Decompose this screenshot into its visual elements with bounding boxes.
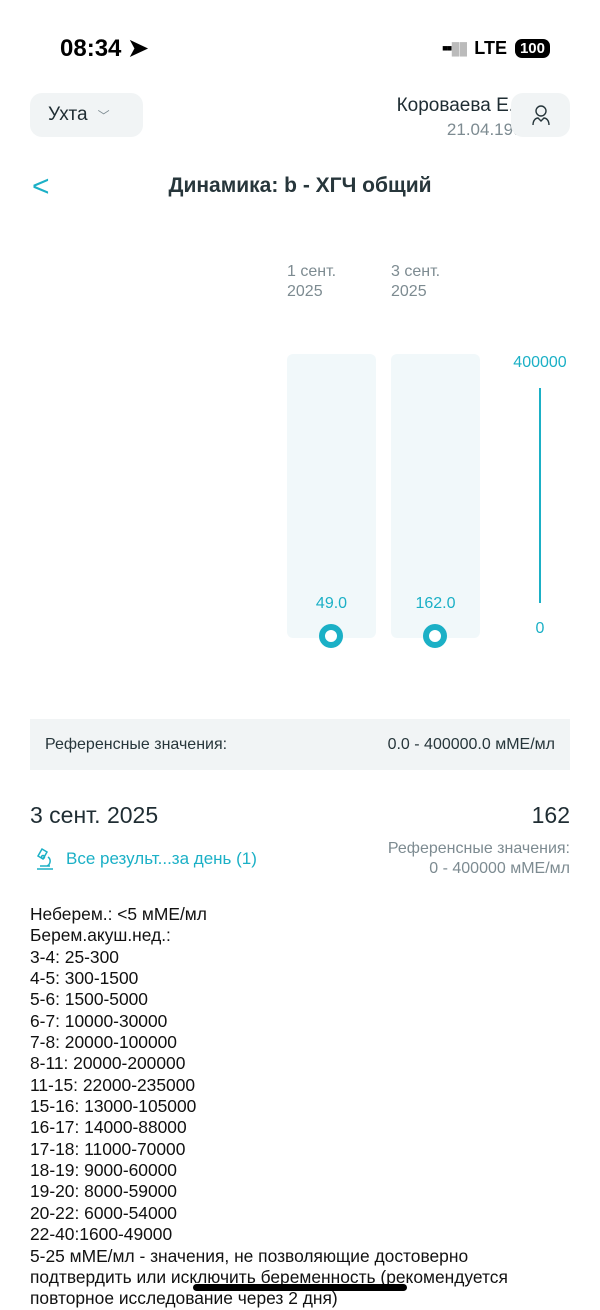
location-arrow-icon: ➤ bbox=[128, 35, 149, 62]
x-tick-label: 3 сент. 2025 bbox=[391, 263, 441, 300]
x-tick-label: 1 сент. 2025 bbox=[287, 263, 337, 300]
y-tick-label: 0 bbox=[535, 620, 545, 637]
microscope-icon bbox=[36, 847, 53, 870]
data-label: 162.0 bbox=[415, 595, 456, 612]
note-line: 3-4: 25-300 bbox=[30, 946, 119, 967]
page-title: Динамика: b - ХГЧ общий bbox=[168, 174, 432, 197]
user-info: Короваева Е.В. 21.04.1998 bbox=[396, 95, 532, 139]
user-icon bbox=[531, 105, 550, 126]
profile-button[interactable] bbox=[511, 93, 570, 137]
back-button[interactable]: < bbox=[32, 170, 50, 203]
note-line: 8-11: 20000-200000 bbox=[30, 1053, 186, 1074]
note-line: повторное исследование через 2 дня) bbox=[30, 1288, 338, 1309]
city-selector[interactable]: Ухта ﹀ bbox=[30, 93, 143, 137]
note-line: Неберем.: <5 мМЕ/мл bbox=[30, 904, 207, 924]
note-line: 5-6: 1500-5000 bbox=[30, 989, 148, 1010]
signal-icon: ▪▪▮▮ bbox=[441, 38, 469, 58]
chevron-down-icon: ﹀ bbox=[97, 108, 110, 123]
data-point[interactable] bbox=[423, 623, 447, 648]
chart-column[interactable] bbox=[287, 354, 376, 638]
y-axis-line bbox=[539, 388, 541, 603]
note-line: 15-16: 13000-105000 bbox=[30, 1096, 197, 1117]
note-line: 11-15: 22000-235000 bbox=[30, 1074, 196, 1095]
chart-column[interactable] bbox=[391, 354, 480, 638]
selected-value: 162 bbox=[531, 802, 570, 828]
note-line: 5-25 мМЕ/мл - значения, не позволяющие д… bbox=[30, 1245, 469, 1266]
note-line: 6-7: 10000-30000 bbox=[30, 1010, 168, 1031]
note-line: 16-17: 14000-88000 bbox=[30, 1117, 187, 1138]
reference-panel: Референсные значения: 0.0 - 400000.0 мМЕ/… bbox=[30, 719, 570, 770]
status-indicators: ▪▪▮▮ LTE 100 bbox=[442, 38, 550, 59]
reference-notes: Неберем.: <5 мМЕ/мл Берем.акуш.нед.: 3-4: … bbox=[30, 904, 508, 1310]
note-line: 4-5: 300-1500 bbox=[30, 968, 139, 989]
selected-reference: Референсные значения: 0 - 400000 мМЕ/мл bbox=[387, 840, 570, 877]
home-indicator[interactable] bbox=[193, 1284, 407, 1291]
note-line: 18-19: 9000-60000 bbox=[30, 1160, 177, 1181]
data-label: 49.0 bbox=[315, 595, 348, 612]
selected-date: 3 сент. 2025 bbox=[30, 802, 159, 828]
note-line: подтвердить или исключить беременность (… bbox=[30, 1266, 508, 1287]
note-line: 19-20: 8000-59000 bbox=[30, 1181, 177, 1202]
data-point[interactable] bbox=[319, 623, 343, 648]
network-type: LTE bbox=[474, 38, 507, 58]
note-line: Берем.акуш.нед.: bbox=[30, 925, 171, 946]
note-line: 20-22: 6000-54000 bbox=[30, 1202, 177, 1223]
note-line: 17-18: 11000-70000 bbox=[30, 1138, 186, 1159]
note-line: 22-40:1600-49000 bbox=[30, 1224, 173, 1245]
y-tick-label: 400000 bbox=[513, 354, 567, 371]
note-line: 7-8: 20000-100000 bbox=[30, 1032, 177, 1053]
status-time: 08:34 ➤ bbox=[60, 35, 149, 62]
battery-icon: 100 bbox=[514, 39, 550, 58]
all-results-link[interactable]: Все результ...за день (1) bbox=[34, 847, 257, 871]
